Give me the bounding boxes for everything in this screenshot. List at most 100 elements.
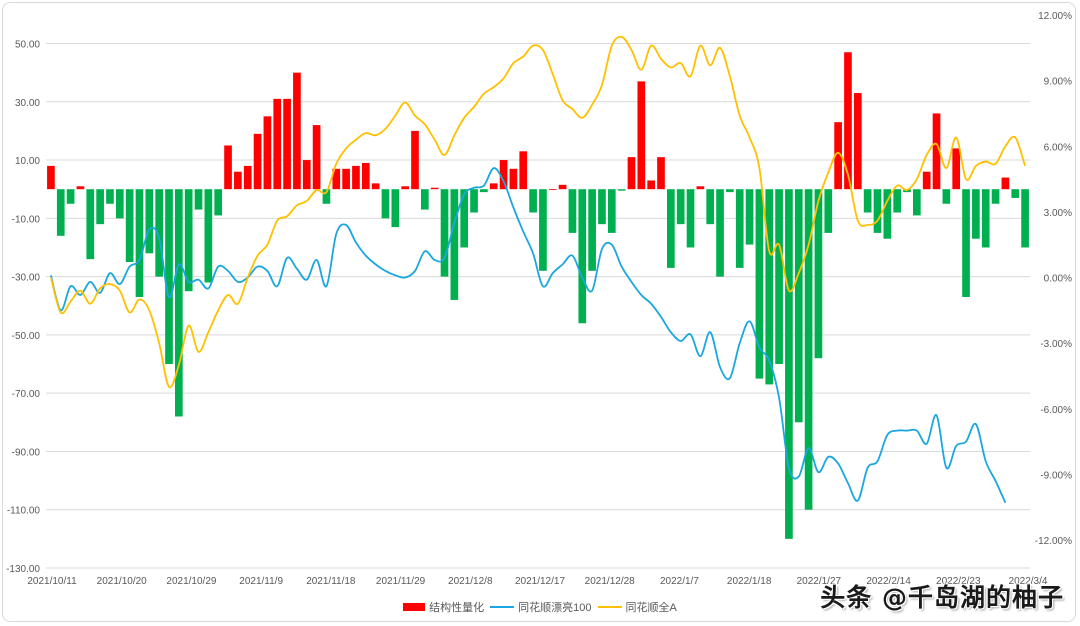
bar xyxy=(834,122,842,190)
bar xyxy=(283,98,291,190)
bar xyxy=(529,189,537,213)
x-axis-tick: 2021/10/20 xyxy=(97,576,147,587)
legend-item-structured-quant: 结构性量化 xyxy=(403,599,484,615)
line-同花顺漂亮100 xyxy=(50,167,1007,504)
bar xyxy=(637,81,646,190)
legend-label: 同花顺全A xyxy=(625,602,677,614)
bar xyxy=(716,189,724,277)
bar xyxy=(804,189,813,510)
x-axis-tick: 2022/1/18 xyxy=(727,576,772,587)
right-axis-tick: 3.00% xyxy=(1044,208,1072,219)
right-axis-tick: 6.00% xyxy=(1044,142,1072,153)
bar xyxy=(627,157,636,190)
bar xyxy=(263,116,272,190)
bar xyxy=(962,189,970,298)
x-axis-tick: 2021/12/28 xyxy=(585,576,635,587)
bar xyxy=(106,189,114,204)
gridlines xyxy=(46,43,1030,569)
bar xyxy=(253,133,262,190)
x-axis-tick: 2022/2/23 xyxy=(936,576,981,587)
x-axis-tick: 2021/11/9 xyxy=(239,576,283,587)
bar xyxy=(548,189,557,190)
x-axis-tick: 2021/10/29 xyxy=(166,576,216,587)
line-swatch-icon xyxy=(597,606,622,608)
bar xyxy=(922,171,931,190)
bar xyxy=(430,187,439,190)
right-axis-tick: 0.00% xyxy=(1044,274,1072,285)
bar xyxy=(214,189,223,216)
bar xyxy=(155,189,163,277)
bar-swatch-icon xyxy=(403,603,426,611)
bar xyxy=(243,165,252,190)
bar xyxy=(735,189,744,268)
bar xyxy=(322,189,331,204)
bar xyxy=(607,189,616,233)
bar xyxy=(125,189,134,263)
right-axis-tick: -3.00% xyxy=(1040,339,1072,350)
x-axis-tick: 2021/12/8 xyxy=(448,576,493,587)
bar xyxy=(421,189,429,210)
bar xyxy=(558,184,567,190)
x-axis-tick: 2021/11/29 xyxy=(376,576,426,587)
bar xyxy=(1011,189,1020,198)
bar xyxy=(352,165,360,190)
legend-label: 结构性量化 xyxy=(429,602,485,614)
x-axis-tick: 2022/3/4 xyxy=(1009,576,1048,587)
bar xyxy=(942,189,951,204)
bar xyxy=(371,183,380,190)
bar xyxy=(361,162,370,190)
bar xyxy=(932,113,941,190)
bar xyxy=(814,189,823,359)
bar xyxy=(578,189,587,324)
bar xyxy=(893,189,901,213)
line-series xyxy=(50,35,1026,504)
bar xyxy=(175,189,183,417)
left-axis-tick: -70.00 xyxy=(12,389,41,400)
bar xyxy=(204,189,213,283)
right-axis-labels: 12.00% 9.00% 6.00% 3.00% 0.00% -3.00% -6.00% -9… xyxy=(1035,11,1072,547)
bar xyxy=(460,189,469,248)
right-axis-tick: 12.00% xyxy=(1038,11,1072,22)
bar xyxy=(293,72,301,190)
bar xyxy=(56,189,65,236)
bar xyxy=(598,189,606,225)
x-axis-tick: 2021/11/18 xyxy=(306,576,356,587)
bar xyxy=(66,189,75,204)
bar xyxy=(489,183,498,190)
bar xyxy=(391,189,400,228)
bar xyxy=(470,189,478,213)
bar xyxy=(76,186,85,190)
bar xyxy=(401,186,409,190)
left-axis-tick: -90.00 xyxy=(12,447,41,458)
bar xyxy=(224,145,232,190)
left-axis-tick: 50.00 xyxy=(15,40,40,51)
bar xyxy=(785,189,793,539)
bar xyxy=(381,189,390,219)
bar xyxy=(539,189,547,271)
bar xyxy=(657,157,665,190)
bar xyxy=(273,98,282,190)
line-swatch-icon xyxy=(490,606,515,608)
legend-item-all-a: 同花顺全A xyxy=(597,599,677,615)
left-axis-tick: -30.00 xyxy=(12,273,41,284)
bar xyxy=(411,130,419,190)
legend: 结构性量化 同花顺漂亮100 同花顺全A xyxy=(0,599,1080,615)
bar xyxy=(96,189,104,225)
bar xyxy=(440,189,449,277)
watermark: 头条 @千岛湖的柚子 xyxy=(820,583,1064,612)
x-axis-tick: 2022/2/14 xyxy=(866,576,911,587)
bar xyxy=(755,189,764,379)
bar xyxy=(775,189,783,365)
bar xyxy=(883,189,892,239)
left-axis-tick: -50.00 xyxy=(12,331,41,342)
right-axis-tick: -12.00% xyxy=(1035,536,1072,547)
bar xyxy=(480,189,488,193)
bar xyxy=(145,189,154,254)
bar xyxy=(194,189,203,210)
bar xyxy=(1021,189,1029,248)
bar xyxy=(234,171,242,190)
left-axis-tick: -130.00 xyxy=(6,564,40,575)
bar xyxy=(844,52,852,190)
bar xyxy=(745,189,754,245)
x-axis-tick: 2021/12/17 xyxy=(515,576,565,587)
